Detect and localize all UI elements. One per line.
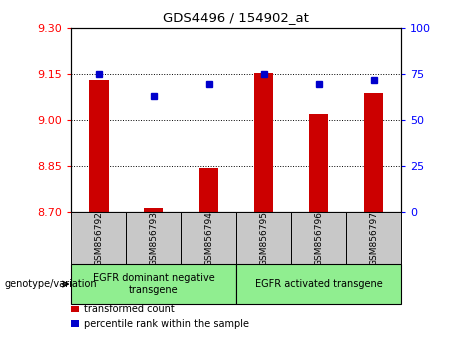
Text: GSM856795: GSM856795: [259, 211, 268, 266]
Bar: [236, 264, 401, 304]
Text: EGFR dominant negative
transgene: EGFR dominant negative transgene: [93, 273, 215, 295]
Bar: [126, 212, 181, 264]
Bar: [71, 264, 236, 304]
Bar: [181, 212, 236, 264]
Bar: [254, 73, 273, 212]
Bar: [144, 208, 164, 212]
Text: GSM856793: GSM856793: [149, 211, 159, 266]
Bar: [89, 80, 108, 212]
Text: GSM856794: GSM856794: [204, 211, 213, 266]
Text: GSM856792: GSM856792: [95, 211, 103, 266]
Bar: [291, 212, 346, 264]
Bar: [364, 93, 383, 212]
Legend: transformed count, percentile rank within the sample: transformed count, percentile rank withi…: [71, 304, 249, 329]
Title: GDS4496 / 154902_at: GDS4496 / 154902_at: [163, 11, 309, 24]
Bar: [236, 212, 291, 264]
Bar: [199, 168, 219, 212]
Bar: [71, 212, 126, 264]
Text: GSM856797: GSM856797: [369, 211, 378, 266]
Bar: [346, 212, 401, 264]
Text: genotype/variation: genotype/variation: [5, 279, 97, 289]
Text: EGFR activated transgene: EGFR activated transgene: [255, 279, 383, 289]
Text: GSM856796: GSM856796: [314, 211, 323, 266]
Bar: [309, 114, 328, 212]
